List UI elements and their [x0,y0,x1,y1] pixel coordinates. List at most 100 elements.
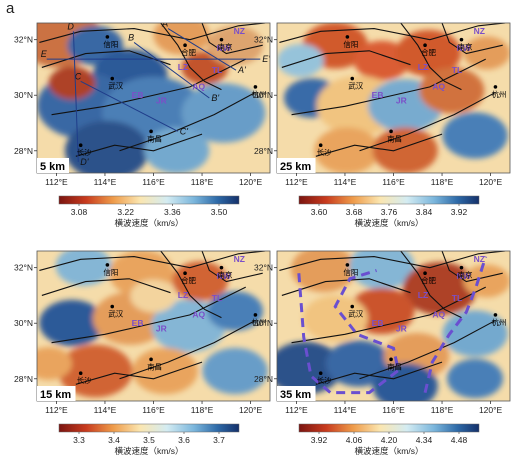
velocity-anomalies [37,251,268,398]
city-label: 合肥 [421,275,436,285]
fault-line [119,91,256,152]
city-marker [78,371,83,376]
velocity-anomaly [290,251,357,293]
fault-line [160,251,222,319]
city-marker [423,43,427,48]
city-label: 合肥 [421,47,436,57]
city-label: 杭州 [251,89,266,99]
lat-tick-label: 28°N [254,146,273,156]
city-label: 南昌 [387,133,402,143]
city-marker [318,143,323,148]
block-label: AQ [432,82,445,92]
velocity-anomaly [395,29,462,77]
profile-start-label: D [67,21,74,31]
depth-label: 25 km [280,161,311,173]
profile-end-label: A' [237,65,246,75]
colorbar-tick-label: 3.36 [164,207,181,217]
city-label: 南昌 [387,361,402,371]
city-label: 合肥 [181,47,196,57]
lat-tick-label: 32°N [14,35,33,45]
colorbar-tick-label: 3.84 [416,207,433,217]
colorbar-tick-label: 4.06 [346,435,363,445]
velocity-anomaly [463,36,510,70]
lon-tick-label: 116°E [142,177,165,187]
lon-tick-label: 112°E [285,405,308,415]
city-label: 南京 [457,270,472,280]
velocity-anomaly [277,44,324,77]
city-marker [318,371,323,376]
fault-line [359,91,496,152]
depth-label: 15 km [40,389,71,401]
colorbar-tick-label: 3.3 [73,435,85,445]
colorbar-tick-label: 3.7 [213,435,225,445]
block-label: NZ [474,26,485,36]
lon-tick-label: 114°E [94,177,117,187]
velocity-anomaly [314,127,380,173]
colorbar-tick-label: 3.6 [178,435,190,445]
fault-line [281,278,411,296]
velocity-anomaly [130,279,177,313]
colorbar-label: 横波速度（km/s） [355,446,424,456]
block-label: JR [396,324,407,334]
profile-start-label: B [128,32,134,42]
fault-line [279,251,506,271]
city-label: 杭州 [491,317,506,327]
block-label: NZ [234,254,245,264]
city-marker [219,265,224,270]
velocity-anomaly [463,264,510,298]
lon-tick-label: 118°E [191,405,214,415]
profile-start-label: C [75,71,82,81]
city-label: 武汉 [348,81,363,91]
profile-line [72,31,79,162]
lon-tick-label: 120°E [479,177,503,187]
block-label: LZ [178,62,188,72]
fault-line [315,361,443,385]
colorbar-tick-label: 3.5 [143,435,155,445]
city-marker [183,43,187,48]
profile-start-label: E [41,49,48,59]
block-label: NW [217,271,232,281]
velocity-anomaly [132,347,198,395]
block-label: NW [457,271,472,281]
figure-label: a [6,0,15,17]
city-marker [78,143,83,148]
velocity-anomaly [419,67,485,114]
city-label: 南京 [217,42,232,52]
velocity-anomaly [207,291,264,331]
anomaly-outline [423,256,488,394]
lon-tick-label: 114°E [334,405,357,415]
fault-line [160,23,222,91]
lon-tick-label: 114°E [334,177,357,187]
fault-line [51,58,246,116]
city-label: 信阳 [103,39,118,49]
city-marker [493,313,498,317]
depth-label: 35 km [280,389,311,401]
colorbar-tick-label: 3.92 [451,207,468,217]
profile-line [80,80,178,132]
fault-line [75,133,203,157]
lon-tick-label: 120°E [239,405,263,415]
block-label: EB [372,318,384,328]
depth-label-bg [37,386,76,401]
fault-line [279,23,506,43]
block-label: NZ [234,26,245,36]
lat-tick-label: 28°N [14,374,33,384]
colorbar [58,195,240,205]
city-marker [423,271,427,276]
city-marker [493,85,498,89]
lat-tick-label: 32°N [254,263,273,273]
city-marker [389,129,393,134]
block-label: TL [212,293,222,303]
depth-label: 5 km [40,161,65,173]
profile-line [167,28,237,71]
block-label: JR [156,96,167,106]
city-marker [253,313,258,317]
depth-label-bg [37,158,69,173]
city-label: 武汉 [108,81,123,91]
city-marker [253,85,258,89]
city-label: 长沙 [77,375,92,385]
block-label: TL [212,65,222,75]
